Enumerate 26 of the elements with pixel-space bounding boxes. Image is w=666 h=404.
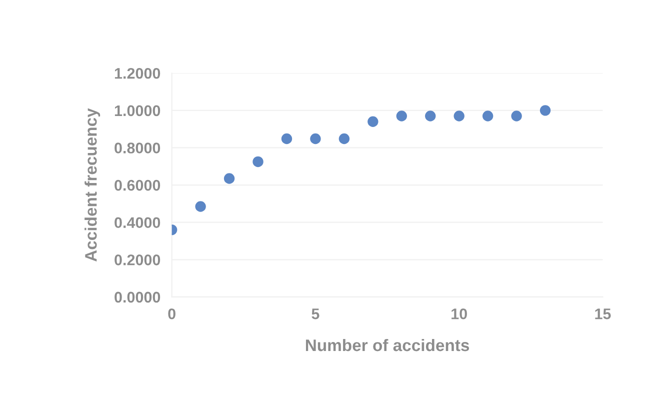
point <box>252 156 264 168</box>
x-axis-title: Number of accidents <box>306 338 470 352</box>
point <box>338 133 350 144</box>
y-tick-label: 0.4000 <box>114 217 160 228</box>
y-tick-label: 1.2000 <box>114 68 160 79</box>
point <box>368 116 378 127</box>
point <box>310 133 321 144</box>
x-tick-label: 5 <box>312 308 320 320</box>
x-tick-label: 10 <box>452 308 467 320</box>
y-tick-label: 0.0000 <box>114 292 160 303</box>
point <box>482 110 494 122</box>
point <box>425 110 436 122</box>
point <box>511 110 522 122</box>
y-tick-label: 0.8000 <box>114 142 160 154</box>
point <box>396 110 407 122</box>
x-tick-label: 0 <box>168 308 176 320</box>
point <box>195 201 206 212</box>
y-tick-label: 1.0000 <box>114 105 160 116</box>
point <box>281 133 292 144</box>
point <box>224 173 235 184</box>
point <box>540 105 551 116</box>
point <box>454 110 464 122</box>
y-tick-label: 0.2000 <box>114 254 160 266</box>
y-axis-title: Accident frecuency <box>84 108 100 262</box>
x-tick-label: 15 <box>595 308 611 320</box>
y-tick-label: 0.6000 <box>114 180 160 191</box>
